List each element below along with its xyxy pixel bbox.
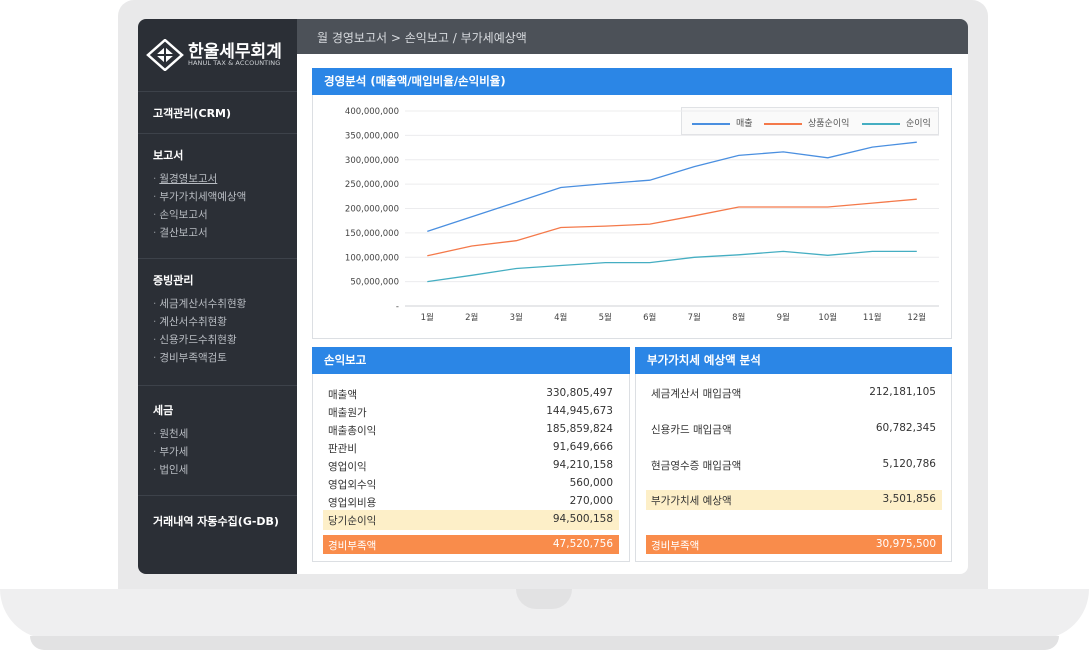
series-line-1 (427, 198, 917, 257)
top-bar: 월 경영보고서 > 손익보고 / 부가세예상액 (297, 19, 968, 54)
y-tick-label: 350,000,000 (345, 131, 399, 141)
sidebar-item-settlement-report[interactable]: · 결산보고서 (153, 227, 208, 239)
legend-swatch (764, 122, 802, 125)
vat-row-estimate: 부가가치세 예상액 3,501,856 (646, 490, 942, 510)
sidebar-section-crm[interactable]: 고객관리(CRM) (153, 107, 232, 120)
pl-row-expense-shortfall: 경비부족액 47,520,756 (323, 535, 619, 554)
x-tick-label: 7월 (688, 312, 701, 323)
vat-row: 현금영수증 매입금액 5,120,786 (651, 458, 936, 472)
vat-panel-title: 부가가치세 예상액 분석 (635, 347, 952, 374)
pl-row: 영업외비용 270,000 (328, 495, 613, 509)
y-tick-label: 300,000,000 (345, 156, 399, 166)
sidebar-item-invoice[interactable]: · 계산서수취현황 (153, 316, 227, 328)
y-tick-label: 150,000,000 (345, 229, 399, 239)
y-tick-label: 50,000,000 (350, 278, 399, 288)
laptop-base-shadow (30, 636, 1059, 650)
pl-row-net-income: 당기순이익 94,500,158 (323, 510, 619, 530)
x-tick-label: 5월 (599, 312, 612, 323)
sidebar-item-pl-report[interactable]: · 손익보고서 (153, 209, 208, 221)
chart-legend: 매출 상품순이익 순이익 (681, 107, 939, 135)
pl-panel-title: 손익보고 (312, 347, 630, 374)
chart-panel: 경영분석 (매출액/매입비율/손익비율) 매출 상품순이익 순이익 400,00… (312, 68, 952, 339)
app-screen: 한울세무회계 HANUL TAX & ACCOUNTING 고객관리(CRM) … (138, 19, 968, 574)
vat-row-expense-shortfall: 경비부족액 30,975,500 (646, 535, 942, 554)
sidebar-item-withholding[interactable]: · 원천세 (153, 428, 189, 440)
legend-item-net-profit: 순이익 (862, 116, 931, 129)
x-tick-label: 3월 (510, 312, 523, 323)
x-tick-label: 8월 (732, 312, 745, 323)
sidebar-section-reports[interactable]: 보고서 (153, 149, 184, 162)
brand-name: 한울세무회계 (188, 42, 282, 62)
pl-row: 영업이익 94,210,158 (328, 459, 613, 473)
legend-item-gross-profit: 상품순이익 (764, 116, 849, 129)
sidebar-section-gdb[interactable]: 거래내역 자동수집(G-DB) (153, 515, 279, 528)
sidebar-divider (138, 385, 297, 386)
series-line-0 (427, 141, 917, 233)
x-tick-label: 12월 (907, 312, 926, 323)
sidebar-divider (138, 495, 297, 496)
sidebar-item-expense-shortfall[interactable]: · 경비부족액검토 (153, 352, 227, 364)
x-tick-label: 4월 (554, 312, 567, 323)
legend-item-sales: 매출 (692, 116, 753, 129)
line-chart: 400,000,000 350,000,000 300,000,000 250,000… (345, 107, 939, 323)
x-tick-label: 6월 (643, 312, 656, 323)
x-tick-label: 1월 (421, 312, 434, 323)
vat-row: 세금계산서 매입금액 212,181,105 (651, 386, 936, 400)
y-tick-label: 200,000,000 (345, 205, 399, 215)
legend-swatch (692, 122, 730, 125)
sidebar-divider (138, 258, 297, 259)
sidebar-divider (138, 133, 297, 134)
x-tick-label: 10월 (818, 312, 837, 323)
sidebar-item-credit-card[interactable]: · 신용카드수취현황 (153, 334, 237, 346)
brand-logo[interactable]: 한울세무회계 HANUL TAX & ACCOUNTING (146, 35, 296, 75)
x-tick-label: 2월 (465, 312, 478, 323)
pl-row: 매출총이익 185,859,824 (328, 423, 613, 437)
sidebar-item-monthly-report[interactable]: · 월경영보고서 (153, 173, 218, 185)
sidebar: 한울세무회계 HANUL TAX & ACCOUNTING 고객관리(CRM) … (138, 19, 297, 574)
brand-logo-icon (146, 39, 184, 71)
legend-swatch (862, 122, 900, 125)
sidebar-item-tax-invoice[interactable]: · 세금계산서수취현황 (153, 298, 247, 310)
x-tick-label: 11월 (863, 312, 882, 323)
sidebar-item-vat-estimate[interactable]: · 부가가치세액예상액 (153, 191, 247, 203)
brand-subtitle: HANUL TAX & ACCOUNTING (188, 59, 281, 67)
y-tick-label: 100,000,000 (345, 253, 399, 263)
laptop-notch (516, 589, 572, 609)
pl-row: 영업외수익 560,000 (328, 477, 613, 491)
sidebar-section-tax[interactable]: 세금 (153, 404, 174, 417)
sidebar-divider (138, 91, 297, 92)
vat-panel: 부가가치세 예상액 분석 세금계산서 매입금액 212,181,105 신용카드 … (635, 347, 952, 562)
pl-row: 매출원가 144,945,673 (328, 405, 613, 419)
series-line-2 (427, 250, 917, 283)
y-tick-label: - (396, 302, 399, 312)
sidebar-item-vat[interactable]: · 부가세 (153, 446, 189, 458)
chart-panel-title: 경영분석 (매출액/매입비율/손익비율) (312, 68, 952, 95)
pl-panel: 손익보고 매출액 330,805,497 매출원가 144,945,673 매출총이… (312, 347, 630, 562)
vat-row: 신용카드 매입금액 60,782,345 (651, 422, 936, 436)
breadcrumb: 월 경영보고서 > 손익보고 / 부가세예상액 (317, 31, 527, 45)
y-tick-label: 250,000,000 (345, 180, 399, 190)
pl-row: 매출액 330,805,497 (328, 387, 613, 401)
x-tick-label: 9월 (777, 312, 790, 323)
pl-row: 판관비 91,649,666 (328, 441, 613, 455)
y-tick-label: 400,000,000 (345, 107, 399, 117)
sidebar-section-evidence[interactable]: 증빙관리 (153, 274, 194, 287)
sidebar-item-corporate-tax[interactable]: · 법인세 (153, 464, 189, 476)
